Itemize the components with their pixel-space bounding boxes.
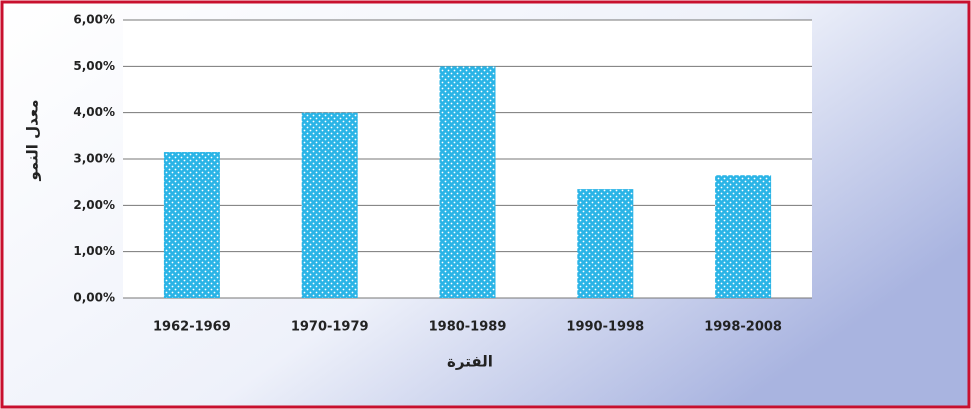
bar: [577, 189, 634, 298]
y-tick-label: 3,00%: [73, 152, 115, 166]
y-tick-label: 0,00%: [73, 291, 115, 305]
x-tick-label: 1970-1979: [291, 320, 369, 335]
y-axis-title: معدل النمو: [24, 99, 42, 181]
y-tick-label: 2,00%: [73, 198, 115, 212]
y-tick-label: 5,00%: [73, 59, 115, 73]
x-tick-label: 1998-2008: [704, 320, 782, 335]
y-tick-label: 6,00%: [73, 13, 115, 27]
y-tick-label: 1,00%: [73, 244, 115, 258]
x-tick-label: 1962-1969: [153, 320, 231, 335]
x-tick-label: 1980-1989: [429, 320, 507, 335]
bar: [715, 175, 772, 298]
bar: [439, 66, 496, 298]
x-tick-label: 1990-1998: [566, 320, 644, 335]
bar: [163, 152, 220, 298]
y-tick-label: 4,00%: [73, 105, 115, 119]
x-axis-title: الفترة: [447, 353, 493, 371]
bar: [301, 112, 358, 299]
